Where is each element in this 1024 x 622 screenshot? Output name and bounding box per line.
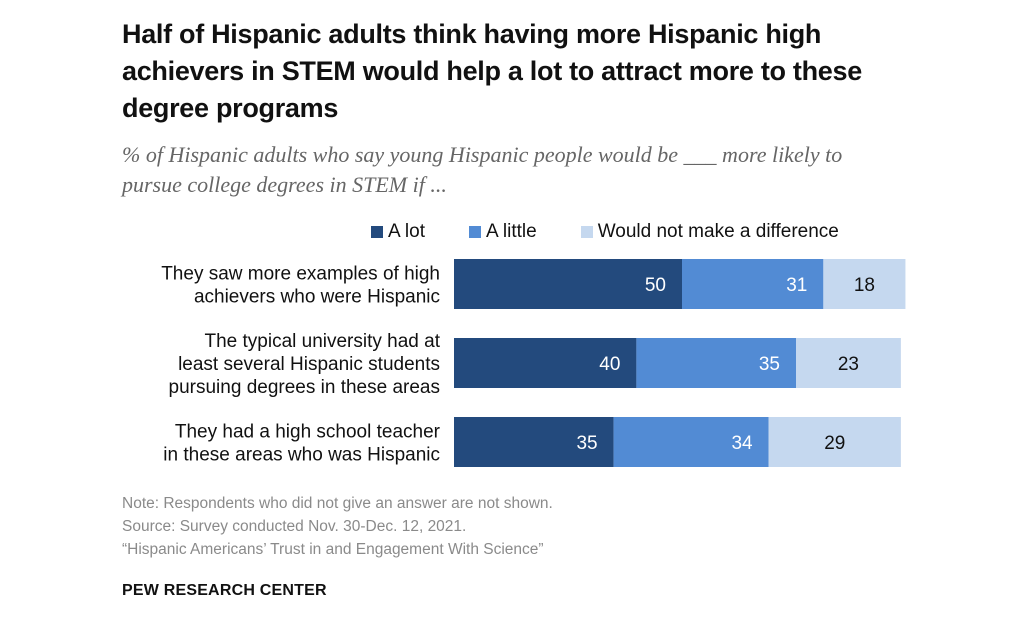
bar-segment-a-lot <box>454 259 682 309</box>
legend-item-a-little: A little <box>468 221 537 243</box>
data-label-no-difference: 18 <box>854 275 875 296</box>
chart-title: Half of Hispanic adults think having mor… <box>122 19 862 123</box>
data-label-no-difference: 29 <box>824 433 845 454</box>
data-label-a-little: 31 <box>786 275 807 296</box>
bar-segment-no-difference <box>768 417 901 467</box>
bar-segment-a-little <box>682 259 824 309</box>
data-label-a-little: 34 <box>731 433 753 454</box>
legend-swatch-no-difference <box>580 226 593 238</box>
footer-source: Source: Survey conducted Nov. 30-Dec. 12… <box>122 518 467 535</box>
data-label-no-difference: 23 <box>838 354 859 375</box>
category-label-line: They saw more examples of high <box>161 264 440 285</box>
legend-item-no-difference: Would not make a difference <box>580 221 839 243</box>
category-label: They had a high school teacher in these a… <box>163 422 440 466</box>
category-label: The typical university had at least sever… <box>169 331 441 398</box>
data-label-a-lot: 40 <box>599 354 620 375</box>
footer-note: Note: Respondents who did not give an an… <box>122 495 553 512</box>
data-label-a-lot: 50 <box>645 275 666 296</box>
category-label-line: pursuing degrees in these areas <box>169 377 440 398</box>
legend-swatch-a-lot <box>371 226 383 238</box>
bar-segment-no-difference <box>796 338 901 388</box>
data-label-a-lot: 35 <box>576 433 597 454</box>
bar-segment-a-little <box>613 417 769 467</box>
legend-item-a-lot: A lot <box>371 221 425 243</box>
legend-label-no-difference: Would not make a difference <box>597 221 839 242</box>
legend-label-a-little: A little <box>485 221 537 242</box>
bar-segment-a-little <box>636 338 796 388</box>
legend-swatch-a-little <box>468 226 481 238</box>
category-label-line: The typical university had at <box>204 331 440 352</box>
category-label-line: least several Hispanic students <box>178 354 440 375</box>
category-label: They saw more examples of high achievers … <box>161 264 440 308</box>
bar-segment-a-lot <box>454 417 614 467</box>
category-label-line: They had a high school teacher <box>175 422 441 443</box>
category-label-line: achievers who were Hispanic <box>194 287 440 308</box>
legend-label-a-lot: A lot <box>388 221 425 242</box>
category-label-line: in these areas who was Hispanic <box>163 445 440 466</box>
brand-logo-text: PEW RESEARCH CENTER <box>122 582 327 599</box>
chart-footer: Note: Respondents who did not give an an… <box>122 492 553 561</box>
bar-segment-a-lot <box>454 338 637 388</box>
legend: A lot A little Would not make a differen… <box>371 219 839 245</box>
data-label-a-little: 35 <box>759 354 780 375</box>
bar-segment-no-difference <box>823 259 906 309</box>
chart-subtitle: % of Hispanic adults who say young Hispa… <box>122 142 843 197</box>
footer-report-title: “Hispanic Americans’ Trust in and Engage… <box>122 541 544 558</box>
